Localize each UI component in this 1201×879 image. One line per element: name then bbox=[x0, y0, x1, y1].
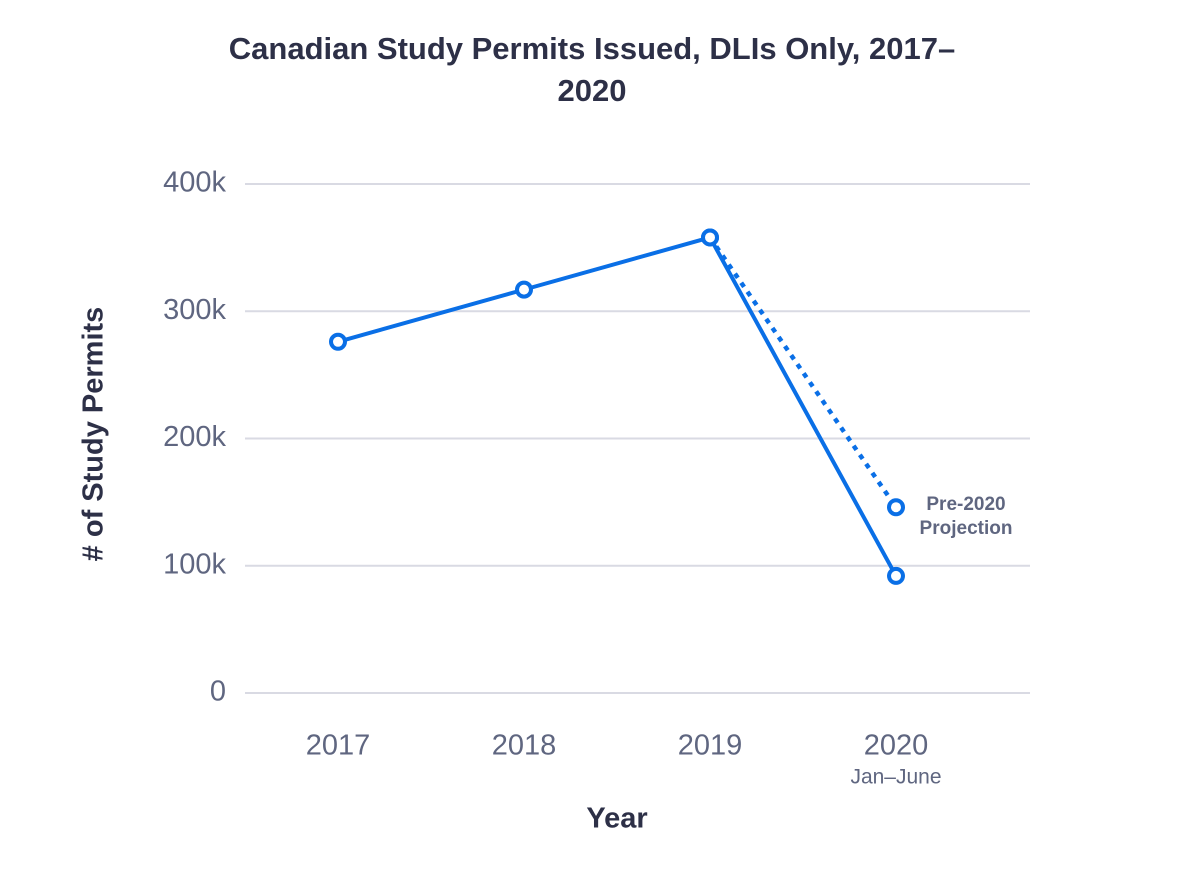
y-tick-label: 200k bbox=[163, 421, 226, 453]
x-tick-sublabel: Jan–June bbox=[850, 766, 941, 789]
series-label: Pre-2020 Projection bbox=[919, 494, 1013, 539]
x-tick-label: 2017 bbox=[306, 730, 371, 762]
y-tick-label: 300k bbox=[163, 294, 226, 326]
y-tick-label: 400k bbox=[163, 167, 226, 199]
x-axis-label: Year bbox=[586, 803, 647, 835]
y-tick-label: 100k bbox=[163, 548, 226, 580]
point bbox=[887, 498, 905, 517]
x-tick-label: 2020 bbox=[864, 730, 929, 762]
y-axis-label: # of Study Permits bbox=[78, 307, 110, 562]
point bbox=[701, 228, 719, 247]
line bbox=[708, 236, 898, 509]
line bbox=[337, 235, 898, 577]
point bbox=[515, 280, 533, 299]
x-tick-label: 2019 bbox=[678, 730, 743, 762]
point bbox=[329, 332, 347, 351]
y-tick-label: 0 bbox=[210, 676, 226, 708]
chart-title: Canadian Study Permits Issued, DLIs Only… bbox=[228, 31, 956, 108]
point bbox=[887, 566, 905, 585]
x-tick-label: 2018 bbox=[492, 730, 557, 762]
